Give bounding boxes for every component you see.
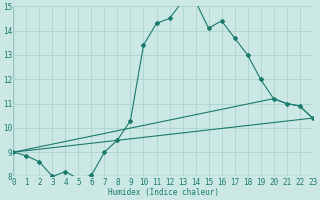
X-axis label: Humidex (Indice chaleur): Humidex (Indice chaleur) — [108, 188, 219, 197]
